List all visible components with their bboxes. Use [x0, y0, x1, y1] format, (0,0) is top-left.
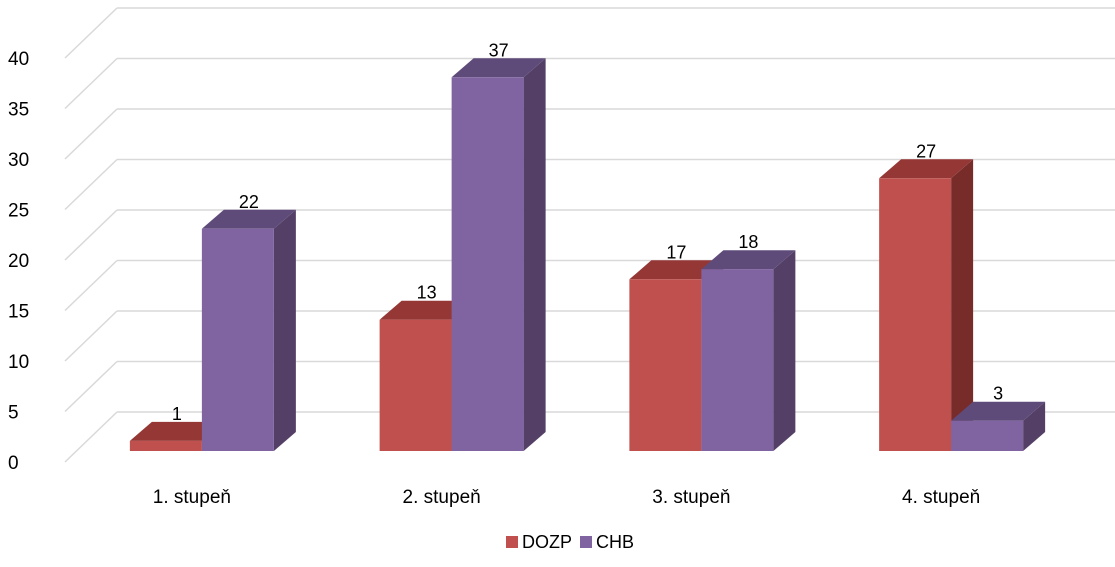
- y-tick-label: 30: [8, 150, 29, 171]
- y-tick-label: 15: [8, 302, 29, 323]
- bar-top: [629, 260, 724, 280]
- bar-side: [273, 209, 296, 451]
- bar-front: [701, 269, 774, 451]
- x-axis: 1. stupeň 2. stupeň 3. stupeň 4. stupeň: [153, 487, 980, 508]
- y-tick-label: 5: [8, 403, 19, 424]
- gridline-diagonal: [64, 259, 118, 312]
- legend: DOZP CHB: [506, 532, 634, 552]
- bar-front: [879, 178, 952, 452]
- bar-front: [629, 279, 702, 451]
- y-axis: 0 5 10 15 20 25 30 35 40: [8, 49, 29, 474]
- data-label: 17: [666, 242, 686, 262]
- legend-item-chb: CHB: [580, 532, 634, 552]
- x-tick-label: 3. stupeň: [652, 487, 730, 508]
- data-label: 22: [239, 192, 259, 212]
- bar-side: [523, 58, 546, 452]
- data-label: 1: [172, 404, 182, 424]
- bar-chb-2: [451, 58, 546, 452]
- bar-side: [1023, 401, 1046, 451]
- bars: [129, 58, 1046, 452]
- x-tick-label: 1. stupeň: [153, 487, 231, 508]
- y-tick-label: 40: [8, 49, 29, 70]
- gridline-diagonal: [64, 108, 118, 160]
- legend-label: CHB: [596, 532, 634, 552]
- legend-swatch: [506, 536, 518, 548]
- bar-chb-4: [951, 401, 1046, 451]
- gridline-diagonal: [64, 360, 118, 413]
- gridline-diagonal: [64, 7, 118, 59]
- data-label: 13: [417, 283, 437, 303]
- gridline-diagonal: [64, 310, 118, 362]
- bar-top: [451, 58, 546, 78]
- bar-top: [129, 421, 224, 441]
- y-tick-label: 20: [8, 251, 29, 272]
- bar-side: [773, 250, 796, 451]
- bar-front: [451, 77, 524, 452]
- y-tick-label: 25: [8, 201, 29, 222]
- data-label: 3: [993, 384, 1003, 404]
- bar-front: [129, 440, 202, 451]
- legend-label: DOZP: [522, 532, 572, 552]
- legend-swatch: [580, 536, 592, 548]
- legend-item-dozp: DOZP: [506, 532, 572, 552]
- data-label: 37: [489, 40, 509, 60]
- y-tick-label: 35: [8, 100, 29, 121]
- bar-top: [879, 159, 974, 179]
- bar-front: [379, 319, 452, 451]
- bar-chb-1: [201, 209, 296, 451]
- bar-top: [201, 209, 296, 229]
- gridline-diagonal: [64, 158, 118, 211]
- bar-chb-3: [701, 250, 796, 451]
- bar-front: [951, 420, 1024, 451]
- y-tick-label: 0: [8, 453, 19, 474]
- bar-dozp-4: [879, 159, 974, 452]
- bar-top: [951, 401, 1046, 421]
- x-tick-label: 2. stupeň: [403, 487, 481, 508]
- bar-top: [701, 250, 796, 270]
- gridline-diagonal: [64, 209, 118, 261]
- bar-front: [201, 228, 274, 451]
- y-tick-label: 10: [8, 352, 29, 373]
- data-label: 18: [738, 232, 758, 252]
- x-tick-label: 4. stupeň: [902, 487, 980, 508]
- data-label: 27: [916, 141, 936, 161]
- bar-top: [379, 300, 474, 320]
- bar-side: [951, 159, 974, 452]
- data-labels: 1 22 13 37 17 18 27 3: [172, 40, 1003, 424]
- gridline-diagonal: [64, 411, 118, 463]
- gridline-diagonal: [64, 57, 118, 110]
